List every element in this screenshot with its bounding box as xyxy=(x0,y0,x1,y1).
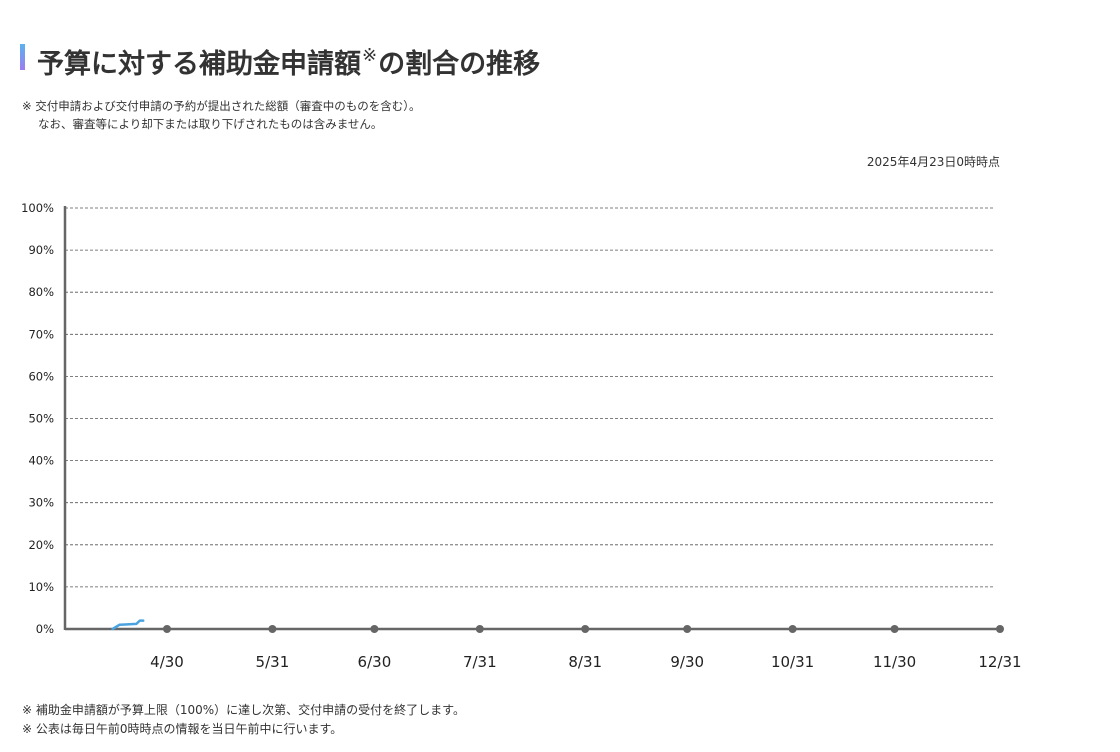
x-tick-label: 7/31 xyxy=(463,653,497,671)
x-tick-label: 12/31 xyxy=(978,653,1021,671)
x-tick-marker xyxy=(370,625,379,633)
series-line xyxy=(111,619,145,631)
x-tick-label: 5/31 xyxy=(256,653,290,671)
x-tick-label: 6/30 xyxy=(358,653,392,671)
y-tick-label: 50% xyxy=(28,412,54,426)
x-tick-marker xyxy=(475,625,484,633)
y-tick-label: 60% xyxy=(28,369,54,383)
title-footnote-mark: ※ xyxy=(362,45,378,66)
y-tick-label: 10% xyxy=(28,580,54,594)
x-tick-label: 10/31 xyxy=(771,653,814,671)
y-tick-label: 40% xyxy=(28,454,54,468)
y-tick-label: 80% xyxy=(28,285,54,299)
y-tick-label: 70% xyxy=(28,327,54,341)
y-tick-label: 0% xyxy=(36,622,54,636)
x-tick-marker xyxy=(268,625,277,633)
x-tick-label: 4/30 xyxy=(150,653,184,671)
x-tick-label: 11/30 xyxy=(873,653,916,671)
ratio-line-chart: 0% 10% 20% 30% 40% 50% 60% 70% 80% 90% 100% 4/30 5/3… xyxy=(21,201,1022,671)
y-tick-label: 90% xyxy=(28,243,54,257)
x-tick-marker xyxy=(581,625,590,633)
y-tick-label: 20% xyxy=(28,538,54,552)
y-tick-label: 100% xyxy=(21,201,54,215)
x-tick-marker xyxy=(683,625,692,633)
page-title: 予算に対する補助金申請額※の割合の推移 xyxy=(37,36,540,85)
note-line-1: ※ 交付申請および交付申請の予約が提出された総額（審査中のものを含む）。 xyxy=(22,99,421,113)
y-tick-label: 30% xyxy=(28,496,54,510)
x-tick-label: 9/30 xyxy=(670,653,704,671)
title-accent-bar xyxy=(20,44,25,70)
footer-note-1: ※ 補助金申請額が予算上限（100%）に達し次第、交付申請の受付を終了します。 xyxy=(22,703,465,717)
title-tail: の割合の推移 xyxy=(378,49,541,80)
as-of-timestamp: 2025年4月23日0時時点 xyxy=(866,155,1000,169)
footer-note-2: ※ 公表は毎日午前0時時点の情報を当日午前中に行います。 xyxy=(22,722,343,736)
x-tick-label: 8/31 xyxy=(568,653,602,671)
note-line-2: なお、審査等により却下または取り下げされたものは含みません。 xyxy=(38,117,383,131)
title-main: 予算に対する補助金申請額 xyxy=(37,49,361,80)
x-tick-marker xyxy=(890,625,899,633)
x-tick-marker xyxy=(996,625,1004,633)
x-tick-marker xyxy=(788,625,797,633)
x-tick-marker xyxy=(163,625,171,633)
